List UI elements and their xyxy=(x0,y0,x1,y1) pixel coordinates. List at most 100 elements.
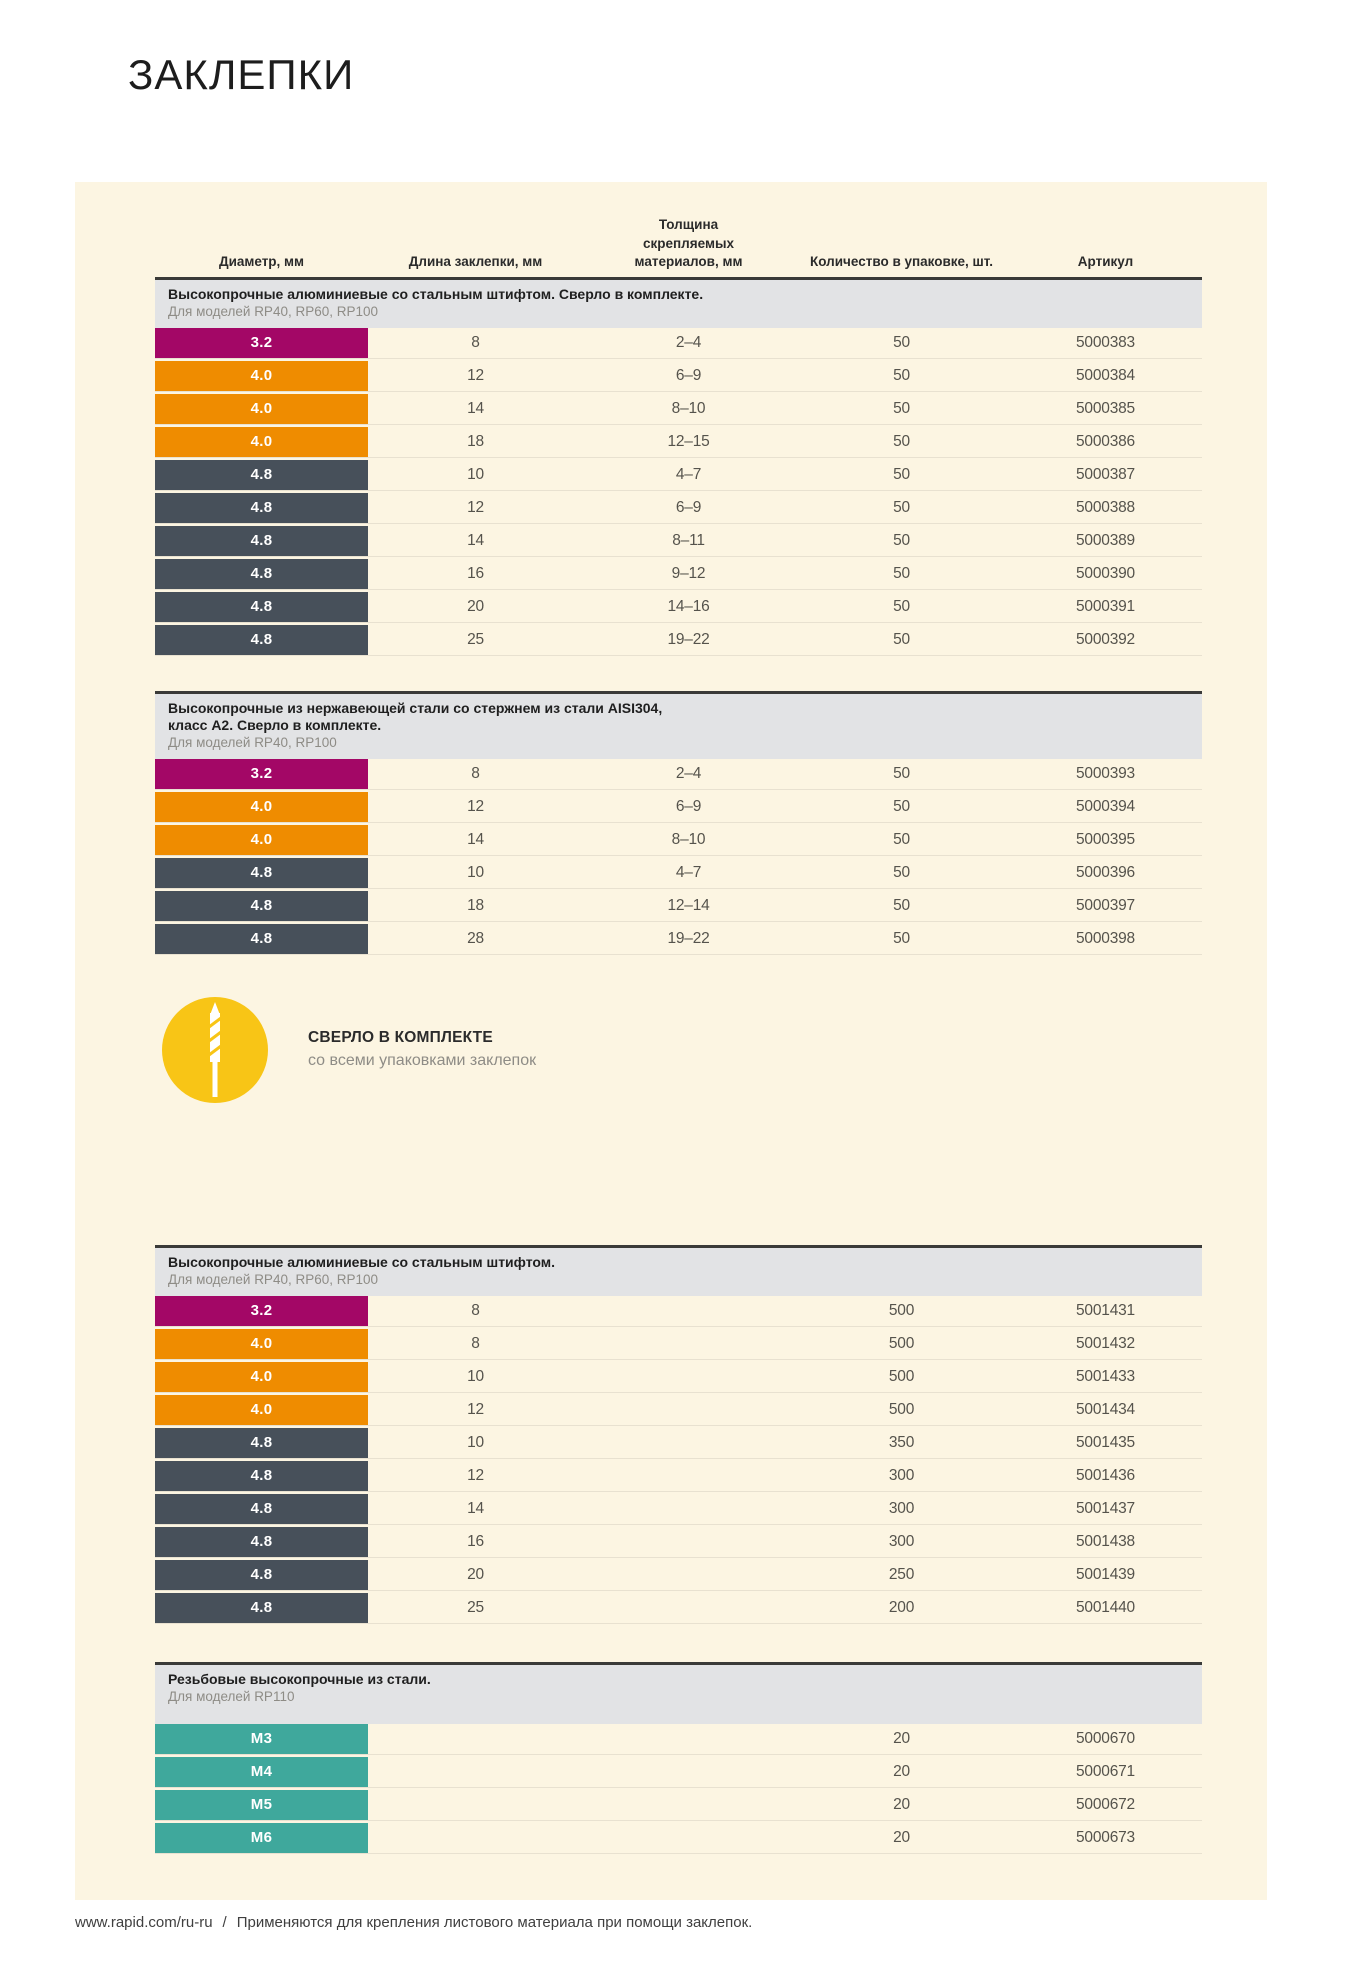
sku-cell: 5000384 xyxy=(1076,366,1135,384)
thickness-cell: 9–12 xyxy=(671,564,706,582)
sku-cell: 5000393 xyxy=(1076,764,1135,782)
quantity-cell: 50 xyxy=(893,564,910,582)
length-cell: 8 xyxy=(471,1334,480,1352)
length-cell: 10 xyxy=(467,465,484,483)
quantity-cell: 50 xyxy=(893,597,910,615)
quantity-cell: 300 xyxy=(888,1499,915,1517)
diameter-cell: М5 xyxy=(155,1789,368,1820)
table-row: 4.8 12 6–9 50 5000388 xyxy=(155,492,1202,524)
length-cell: 12 xyxy=(467,498,484,516)
column-header-sku: Артикул xyxy=(1077,253,1134,269)
table-row: 4.8 10 350 5001435 xyxy=(155,1427,1202,1459)
diameter-cell: 4.8 xyxy=(155,492,368,523)
length-cell: 28 xyxy=(467,929,484,947)
length-cell: 12 xyxy=(467,1400,484,1418)
length-cell: 8 xyxy=(471,764,480,782)
quantity-cell: 50 xyxy=(893,830,910,848)
table-title: Высокопрочные алюминиевые со стальным шт… xyxy=(168,1253,556,1270)
thickness-cell xyxy=(583,1593,794,1623)
sku-cell: 5000385 xyxy=(1076,399,1135,417)
thickness-cell: 19–22 xyxy=(667,929,710,947)
quantity-cell: 20 xyxy=(893,1729,910,1747)
table-section-header: Резьбовые высокопрочные из стали. Для мо… xyxy=(155,1661,1202,1724)
diameter-cell: 4.0 xyxy=(155,393,368,424)
diameter-cell: М3 xyxy=(155,1723,368,1754)
footer-url: www.rapid.com/ru-ru xyxy=(75,1914,213,1931)
diameter-cell: 4.8 xyxy=(155,890,368,921)
quantity-cell: 50 xyxy=(893,498,910,516)
table-row: 3.2 8 500 5001431 xyxy=(155,1295,1202,1327)
table-stainless-with-drill: Высокопрочные из нержавеющей стали со ст… xyxy=(155,690,1202,955)
quantity-cell: 50 xyxy=(893,366,910,384)
thickness-cell xyxy=(583,1757,794,1787)
table-aluminium-no-drill: Высокопрочные алюминиевые со стальным шт… xyxy=(155,1244,1202,1624)
diameter-cell: 4.8 xyxy=(155,1526,368,1557)
quantity-cell: 300 xyxy=(888,1466,915,1484)
diameter-cell: 4.8 xyxy=(155,1559,368,1590)
diameter-cell: 4.8 xyxy=(155,624,368,655)
length-cell xyxy=(368,1790,583,1820)
diameter-cell: 4.8 xyxy=(155,923,368,954)
table-row: 4.8 12 300 5001436 xyxy=(155,1460,1202,1492)
diameter-cell: 3.2 xyxy=(155,758,368,789)
sku-cell: 5000398 xyxy=(1076,929,1135,947)
table-row: М3 20 5000670 xyxy=(155,1723,1202,1755)
table-row: 4.0 14 8–10 50 5000385 xyxy=(155,393,1202,425)
table-row: М6 20 5000673 xyxy=(155,1822,1202,1854)
quantity-cell: 500 xyxy=(888,1400,915,1418)
sku-cell: 5001440 xyxy=(1076,1598,1135,1616)
quantity-cell: 50 xyxy=(893,432,910,450)
sku-cell: 5000391 xyxy=(1076,597,1135,615)
table-row: 4.8 16 300 5001438 xyxy=(155,1526,1202,1558)
thickness-cell xyxy=(583,1724,794,1754)
page-title: ЗАКЛЕПКИ xyxy=(128,51,355,98)
table-row: 4.8 20 14–16 50 5000391 xyxy=(155,591,1202,623)
quantity-cell: 50 xyxy=(893,797,910,815)
diameter-cell: 4.8 xyxy=(155,558,368,589)
length-cell: 14 xyxy=(467,830,484,848)
thickness-cell: 19–22 xyxy=(667,630,710,648)
diameter-cell: 4.0 xyxy=(155,791,368,822)
thickness-cell: 2–4 xyxy=(675,764,702,782)
sku-cell: 5000383 xyxy=(1076,333,1135,351)
thickness-cell xyxy=(583,1329,794,1359)
quantity-cell: 500 xyxy=(888,1367,915,1385)
quantity-cell: 50 xyxy=(893,929,910,947)
column-header-length: Длина заклепки, мм xyxy=(408,253,543,269)
table-row: 4.0 10 500 5001433 xyxy=(155,1361,1202,1393)
sku-cell: 5000388 xyxy=(1076,498,1135,516)
diameter-cell: 4.8 xyxy=(155,1427,368,1458)
length-cell: 16 xyxy=(467,564,484,582)
thickness-cell: 8–10 xyxy=(671,399,706,417)
table-section-header: Высокопрочные алюминиевые со стальным шт… xyxy=(155,1244,1202,1296)
table-aluminium-with-drill: Высокопрочные алюминиевые со стальным шт… xyxy=(155,277,1202,656)
table-row: 4.0 8 500 5001432 xyxy=(155,1328,1202,1360)
quantity-cell: 50 xyxy=(893,630,910,648)
length-cell: 10 xyxy=(467,1367,484,1385)
thickness-cell xyxy=(583,1296,794,1326)
quantity-cell: 50 xyxy=(893,465,910,483)
length-cell: 18 xyxy=(467,896,484,914)
quantity-cell: 500 xyxy=(888,1334,915,1352)
table-row: 4.8 14 300 5001437 xyxy=(155,1493,1202,1525)
thickness-cell xyxy=(583,1527,794,1557)
length-cell: 14 xyxy=(467,1499,484,1517)
length-cell: 16 xyxy=(467,1532,484,1550)
table-row: 4.8 25 200 5001440 xyxy=(155,1592,1202,1624)
thickness-cell: 14–16 xyxy=(667,597,710,615)
sku-cell: 5001434 xyxy=(1076,1400,1135,1418)
quantity-cell: 50 xyxy=(893,764,910,782)
footer-note: Применяются для крепления листового мате… xyxy=(236,1914,753,1931)
thickness-cell: 12–15 xyxy=(667,432,710,450)
badge-title: СВЕРЛО В КОМПЛЕКТЕ xyxy=(308,1029,493,1047)
content-panel: Диаметр, мм Длина заклепки, мм Толщина с… xyxy=(75,182,1267,1900)
table-title: Резьбовые высокопрочные из стали. xyxy=(168,1670,431,1687)
thickness-cell xyxy=(583,1823,794,1853)
table-row: 4.8 10 4–7 50 5000396 xyxy=(155,857,1202,889)
table-row: 4.0 12 6–9 50 5000384 xyxy=(155,360,1202,392)
diameter-cell: 4.8 xyxy=(155,459,368,490)
length-cell: 12 xyxy=(467,366,484,384)
sku-cell: 5000386 xyxy=(1076,432,1135,450)
quantity-cell: 250 xyxy=(888,1565,915,1583)
diameter-cell: 4.8 xyxy=(155,591,368,622)
